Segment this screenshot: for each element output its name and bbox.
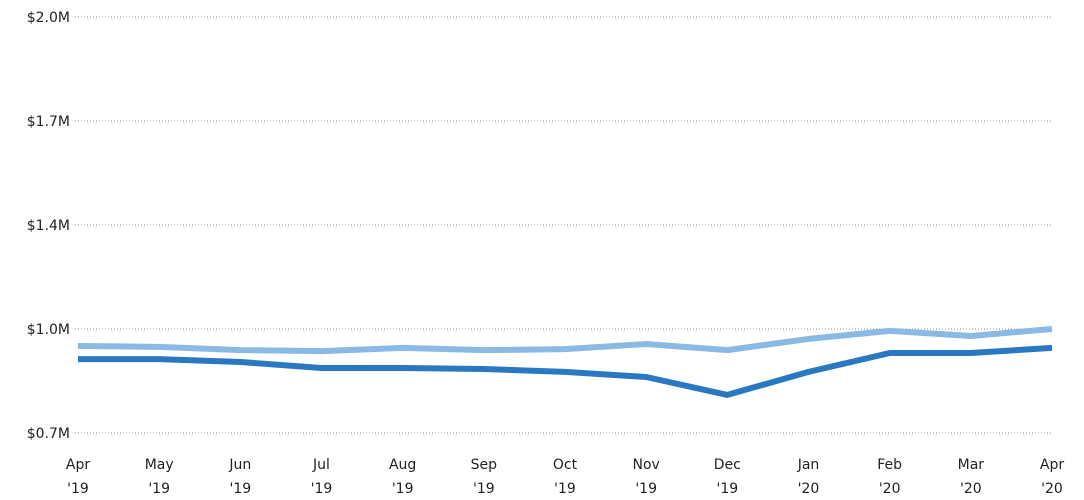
x-tick-label: May '19: [145, 457, 174, 497]
x-tick-label: Aug '19: [389, 457, 416, 497]
x-tick-month: Sep: [471, 457, 498, 473]
y-tick-label: $0.7M: [27, 426, 70, 442]
x-tick-month: Mar: [958, 457, 985, 473]
x-tick-year: '19: [311, 481, 333, 497]
x-tick-year: '20: [879, 481, 901, 497]
x-tick-year: '20: [960, 481, 982, 497]
y-tick-label: $1.0M: [27, 322, 70, 338]
x-tick-month: Jun: [228, 457, 251, 473]
x-tick-year: '19: [635, 481, 657, 497]
x-tick-label: Sep '19: [471, 457, 498, 497]
x-tick-year: '19: [229, 481, 251, 497]
x-tick-year: '19: [473, 481, 495, 497]
y-tick-label: $2.0M: [27, 10, 70, 26]
x-tick-month: Apr: [66, 457, 90, 473]
x-tick-month: Nov: [633, 457, 660, 473]
y-tick-label: $1.4M: [27, 218, 70, 234]
x-tick-year: '19: [148, 481, 170, 497]
x-tick-year: '19: [392, 481, 414, 497]
x-tick-label: Jan '20: [797, 457, 820, 497]
series-line: [77, 326, 1053, 355]
x-tick-month: Feb: [877, 457, 902, 473]
x-tick-year: '19: [554, 481, 576, 497]
x-tick-year: '19: [716, 481, 738, 497]
x-tick-year: '19: [67, 481, 89, 497]
x-tick-month: Apr: [1040, 457, 1064, 473]
x-tick-month: Aug: [389, 457, 416, 473]
x-tick-label: Feb '20: [877, 457, 902, 497]
x-tick-month: Jan: [797, 457, 820, 473]
x-tick-label: Mar '20: [958, 457, 985, 497]
x-tick-label: Apr '19: [66, 457, 90, 497]
x-tick-year: '20: [1041, 481, 1063, 497]
y-tick-label: $1.7M: [27, 114, 70, 130]
x-tick-month: Oct: [553, 457, 578, 473]
series-line: [78, 344, 1053, 398]
x-tick-label: Oct '19: [553, 457, 578, 497]
x-tick-label: Jun '19: [228, 457, 251, 497]
x-tick-month: Dec: [714, 457, 741, 473]
x-tick-label: Jul '19: [311, 457, 333, 497]
x-tick-year: '20: [798, 481, 820, 497]
x-tick-month: Jul: [312, 457, 330, 473]
x-tick-label: Nov '19: [633, 457, 660, 497]
x-tick-month: May: [145, 457, 174, 473]
x-tick-label: Apr '20: [1040, 457, 1064, 497]
x-tick-label: Dec '19: [714, 457, 741, 497]
